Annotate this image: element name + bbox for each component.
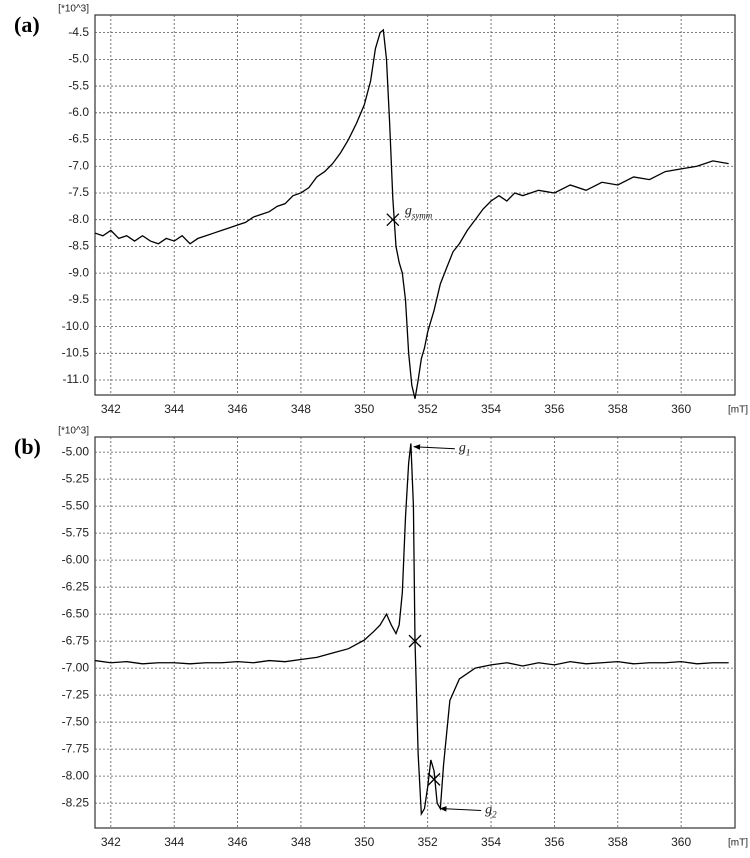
annotation-symbol: g: [459, 441, 466, 456]
annotation: gsymm: [405, 204, 433, 221]
x-unit-label: [mT]: [728, 838, 748, 849]
annotation-subscript: symm: [412, 211, 433, 221]
x-tick-label: 356: [544, 402, 564, 416]
x-tick-label: 354: [481, 835, 501, 849]
y-tick-label: -5.00: [62, 444, 90, 458]
y-tick-label: -5.25: [62, 471, 90, 485]
y-tick-label: -10.5: [62, 345, 90, 359]
y-unit-label: [*10^3]: [58, 426, 89, 437]
plot-frame: [94, 14, 736, 396]
panel-label: (b): [14, 434, 41, 459]
x-tick-label: 352: [418, 835, 438, 849]
annotation: g2: [485, 803, 497, 820]
y-tick-label: -5.50: [62, 498, 90, 512]
x-tick-label: 348: [291, 402, 311, 416]
y-tick-label: -7.0: [68, 158, 89, 172]
y-unit-label: [*10^3]: [58, 4, 89, 15]
y-tick-label: -8.00: [62, 768, 90, 782]
y-tick-label: -6.0: [68, 105, 89, 119]
y-tick-label: -7.50: [62, 714, 90, 728]
x-tick-label: 346: [228, 402, 248, 416]
y-tick-label: -10.0: [62, 319, 90, 333]
x-tick-label: 348: [291, 835, 311, 849]
x-tick-label: 360: [671, 835, 691, 849]
annotation-subscript: 1: [466, 448, 471, 458]
y-tick-label: -8.25: [62, 795, 90, 809]
x-tick-label: 344: [164, 835, 184, 849]
y-tick-label: -7.00: [62, 660, 90, 674]
y-tick-label: -7.25: [62, 687, 90, 701]
x-tick-label: 358: [608, 835, 628, 849]
annotation-subscript: 2: [492, 810, 497, 820]
x-tick-label: 350: [354, 402, 374, 416]
annotation-symbol: g: [405, 204, 412, 219]
y-tick-label: -7.75: [62, 741, 90, 755]
annotation-arrow: [413, 444, 455, 450]
spectrum-line: [94, 28, 729, 399]
y-tick-label: -5.5: [68, 78, 89, 92]
x-tick-label: 352: [418, 402, 438, 416]
annotation: g1: [459, 441, 471, 458]
spectrum-line: [94, 443, 729, 817]
x-tick-label: 344: [164, 402, 184, 416]
x-unit-label: [mT]: [728, 405, 748, 416]
cross-marker: [427, 772, 441, 786]
annotation-symbol: g: [485, 803, 492, 818]
y-tick-label: -8.5: [68, 239, 89, 253]
x-tick-label: 342: [101, 402, 121, 416]
annotation-arrow: [439, 806, 482, 812]
x-tick-label: 350: [354, 835, 374, 849]
x-tick-label: 346: [228, 835, 248, 849]
y-tick-label: -5.0: [68, 52, 89, 66]
x-tick-label: 356: [544, 835, 564, 849]
y-tick-label: -6.00: [62, 552, 90, 566]
x-tick-label: 354: [481, 402, 501, 416]
y-tick-label: -6.50: [62, 606, 90, 620]
y-tick-label: -4.5: [68, 25, 89, 39]
x-tick-label: 358: [608, 402, 628, 416]
cross-marker: [408, 634, 422, 648]
y-tick-label: -5.75: [62, 525, 90, 539]
plot-frame: [94, 436, 736, 829]
y-tick-label: -7.5: [68, 185, 89, 199]
y-tick-label: -6.5: [68, 132, 89, 146]
cross-marker: [386, 213, 400, 227]
y-tick-label: -6.75: [62, 633, 90, 647]
x-tick-label: 360: [671, 402, 691, 416]
y-tick-label: -6.25: [62, 579, 90, 593]
y-tick-label: -11.0: [63, 372, 90, 386]
y-tick-label: -9.0: [68, 265, 89, 279]
panel-label: (a): [14, 12, 40, 37]
y-tick-label: -9.5: [68, 292, 89, 306]
x-tick-label: 342: [101, 835, 121, 849]
y-tick-label: -8.0: [68, 212, 89, 226]
